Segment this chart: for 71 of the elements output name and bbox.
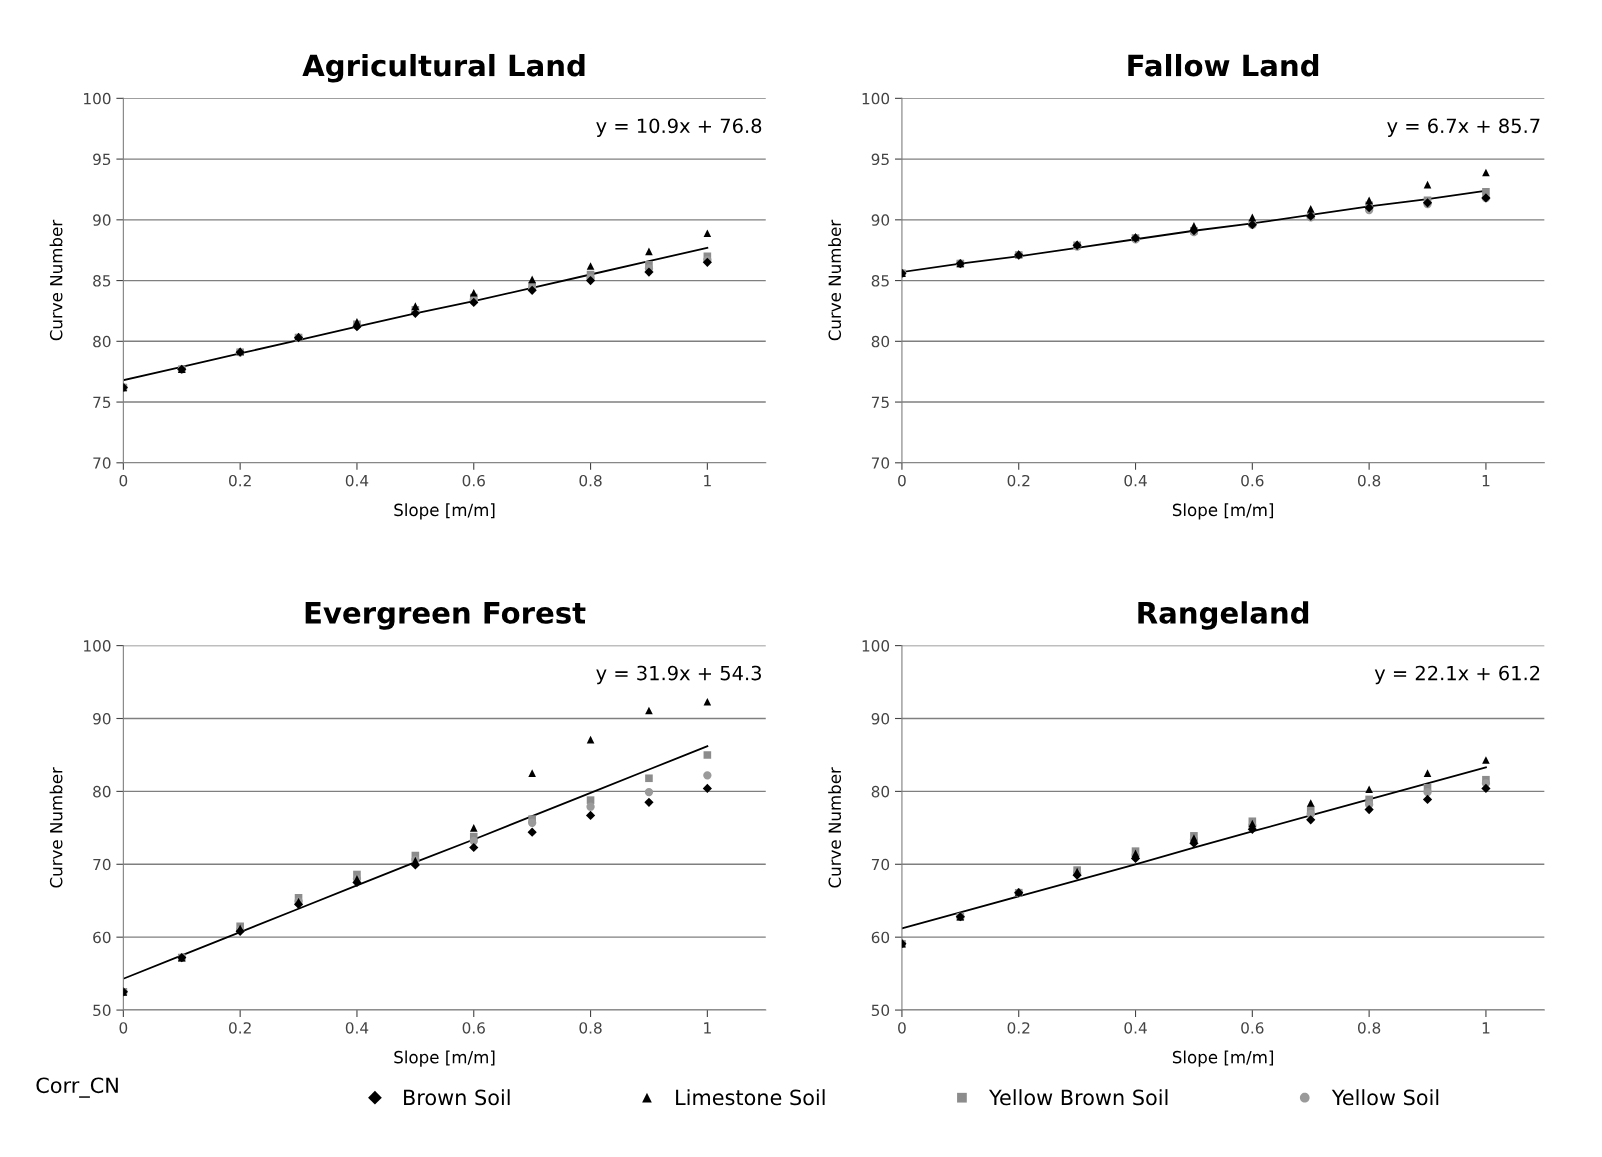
annotation: y = 10.9x + 76.8 [596,118,762,137]
y-tick-label: 85 [871,275,889,287]
x-tick-label: 0 [119,474,128,487]
legend-label: Yellow Brown Soil [988,1089,1168,1106]
x-axis-title: Slope [m/m] [1172,503,1274,520]
x-tick-label: 0.2 [229,474,251,487]
legend-label: Brown Soil [404,1089,510,1106]
annotation: y = 22.1x + 61.2 [1374,665,1540,685]
y-tick-label: 90 [93,712,111,725]
chart-title: Evergreen Forest [305,602,586,630]
chart-title: Rangeland [1138,601,1309,630]
x-axis-title: Slope [m/m] [394,503,495,520]
y-tick-label: 85 [93,275,111,287]
y-tick-label: 100 [862,92,890,105]
y-tick-label: 70 [871,457,890,469]
x-tick-label: 0 [119,1022,128,1034]
annotation: y = 31.9x + 54.3 [596,665,761,685]
y-tick-label: 60 [871,931,890,944]
x-tick-label: 1 [1482,1022,1490,1034]
x-tick-label: 0.2 [1007,1022,1030,1034]
y-tick-label: 75 [871,396,889,409]
y-tick-label: 90 [871,712,890,725]
legend-label: Yellow Soil [1331,1089,1439,1106]
x-tick-label: 0.8 [579,1022,602,1034]
y-tick-label: 70 [93,858,111,871]
y-tick-label: 100 [84,640,111,652]
y-tick-label: 90 [93,214,111,226]
x-tick-label: 0.6 [1241,1022,1264,1034]
x-tick-label: 0.2 [229,1022,251,1034]
y-tick-label: 75 [93,396,111,409]
x-tick-label: 0.8 [579,474,602,487]
x-axis-title: Slope [m/m] [1172,1050,1274,1067]
y-tick-label: 80 [93,335,111,348]
y-tick-label: 50 [93,1004,111,1017]
y-tick-label: 60 [93,931,111,944]
y-tick-label: 100 [862,640,890,652]
y-axis-title: Curve Number [828,219,842,341]
y-tick-label: 70 [93,457,111,469]
annotation: y = 6.7x + 85.7 [1387,118,1540,137]
x-tick-label: 0.8 [1357,1022,1381,1034]
y-tick-label: 90 [871,214,890,226]
x-tick-label: 0.4 [1124,474,1147,487]
x-tick-label: 0.4 [345,474,369,487]
y-axis-title: Curve Number [828,767,842,888]
x-tick-label: 0.4 [345,1022,369,1034]
x-tick-label: 0.6 [1241,474,1264,487]
x-tick-label: 0 [898,1022,906,1034]
x-tick-label: 0.2 [1007,474,1030,487]
y-tick-label: 70 [871,858,890,871]
x-tick-label: 0 [898,474,906,487]
text: Corr_CN [36,1077,118,1098]
chart-title: Agricultural Land [302,53,585,83]
chart-title: Fallow Land [1128,53,1319,77]
y-tick-label: 95 [871,153,889,166]
y-axis-title: Curve Number [49,219,63,341]
y-tick-label: 80 [871,335,890,348]
x-axis-title: Slope [m/m] [394,1050,495,1067]
y-tick-label: 80 [871,785,890,798]
y-tick-label: 100 [84,92,111,105]
y-tick-label: 80 [93,785,111,798]
x-tick-label: 0.8 [1357,474,1381,487]
x-tick-label: 0.6 [462,1022,485,1034]
y-axis-title: Curve Number [49,767,63,888]
x-tick-label: 0.6 [462,474,485,487]
y-tick-label: 50 [871,1004,890,1017]
legend-label: Limestone Soil [676,1089,825,1106]
x-tick-label: 1 [704,1022,711,1034]
x-tick-label: 1 [1482,475,1490,487]
x-tick-label: 0.4 [1124,1022,1147,1034]
x-tick-label: 1 [704,475,711,487]
y-tick-label: 95 [93,153,111,166]
